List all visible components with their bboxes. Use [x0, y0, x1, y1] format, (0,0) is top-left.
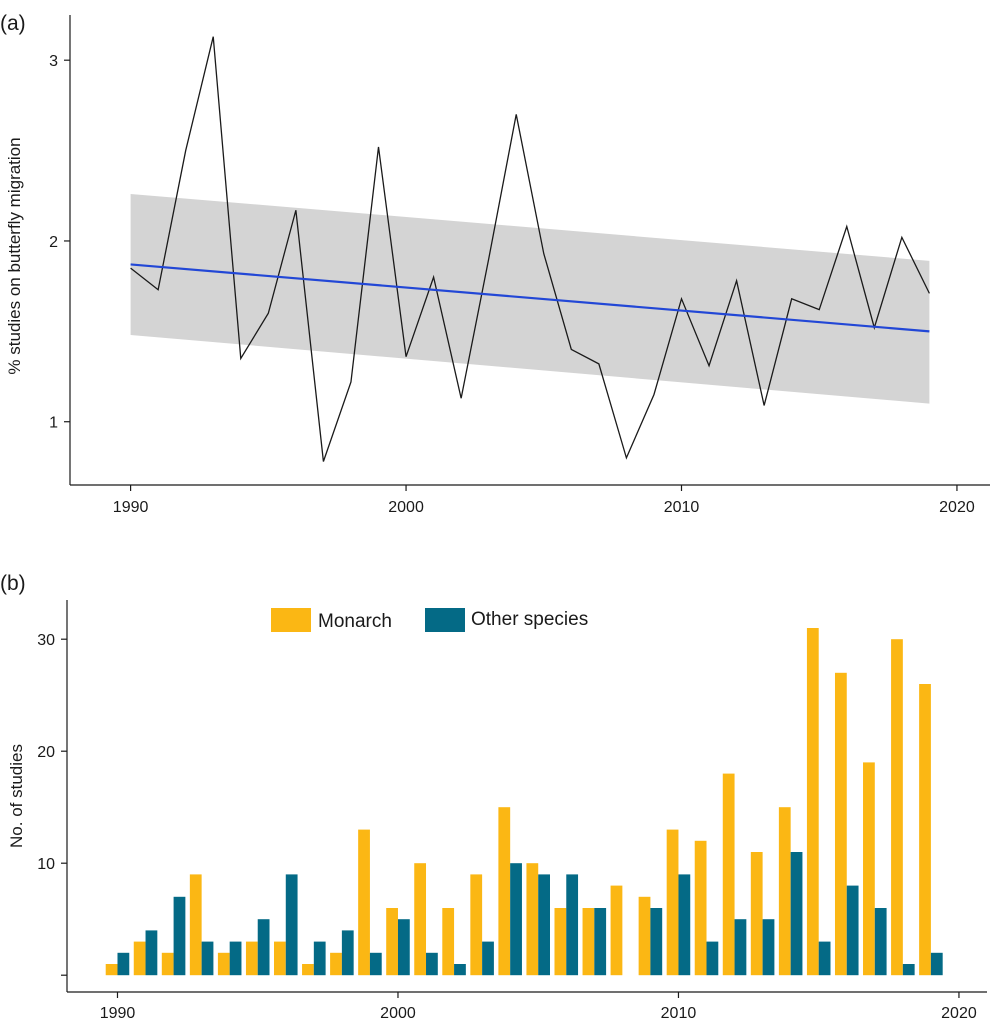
legend-label-monarch: Monarch — [318, 611, 392, 632]
bar-monarch-2009 — [638, 896, 651, 976]
bar-other-species-2019 — [930, 952, 943, 976]
bars-group — [105, 628, 943, 976]
bar-monarch-1999 — [358, 829, 370, 976]
y-tick-label: 3 — [49, 53, 58, 70]
bar-monarch-2003 — [470, 874, 483, 976]
panel-a-x-ticks: 1990 2000 2010 2020 — [113, 485, 975, 516]
bar-monarch-2012 — [722, 773, 735, 976]
legend-item-other-species: Other species — [425, 608, 588, 632]
bar-monarch-1990 — [105, 964, 118, 976]
bar-other-species-1996 — [285, 874, 298, 976]
bar-monarch-2000 — [386, 908, 398, 976]
bar-other-species-2014 — [790, 852, 803, 976]
x-tick-label: 1990 — [100, 1005, 136, 1022]
panel-a-y-ticks: 1 2 3 — [49, 53, 70, 432]
bar-monarch-2016 — [834, 672, 847, 976]
bar-other-species-2009 — [650, 908, 663, 976]
bar-other-species-2001 — [426, 952, 438, 976]
trend-line — [130, 263, 930, 333]
bar-monarch-2011 — [694, 840, 707, 976]
percent-line-group — [130, 36, 930, 462]
x-tick-label: 2020 — [939, 499, 975, 516]
bar-other-species-2004 — [510, 863, 522, 976]
bar-other-species-1992 — [173, 896, 186, 976]
panel-b-label: (b) — [0, 572, 26, 595]
bar-other-species-1993 — [201, 941, 214, 976]
bar-monarch-2004 — [498, 807, 511, 976]
bar-monarch-1997 — [302, 964, 314, 976]
panel-b-y-ticks: 10 20 30 — [37, 632, 67, 976]
x-tick-label: 2000 — [388, 499, 424, 516]
bar-monarch-1991 — [133, 941, 146, 976]
bar-other-species-2006 — [566, 874, 579, 976]
bar-monarch-2015 — [806, 628, 819, 976]
bar-monarch-2008 — [610, 885, 623, 976]
bar-other-species-2013 — [762, 919, 775, 976]
bar-other-species-1995 — [257, 919, 270, 976]
x-tick-label: 2010 — [664, 499, 700, 516]
bar-monarch-1996 — [274, 941, 286, 976]
bar-monarch-2010 — [666, 829, 679, 976]
x-tick-label: 2010 — [661, 1005, 697, 1022]
panel-a-label: (a) — [0, 12, 26, 35]
trend-line-group — [130, 263, 930, 333]
bar-other-species-2005 — [538, 874, 550, 976]
bar-other-species-2015 — [818, 941, 831, 976]
panel-b-y-axis-title: No. of studies — [7, 744, 26, 848]
bar-other-species-2011 — [706, 941, 719, 976]
bar-other-species-2000 — [397, 919, 410, 976]
bar-other-species-1994 — [229, 941, 242, 976]
bar-other-species-2018 — [902, 964, 915, 976]
bar-monarch-2006 — [554, 908, 567, 976]
y-tick-label: 10 — [37, 856, 55, 873]
bar-other-species-2010 — [678, 874, 691, 976]
bar-other-species-1999 — [369, 952, 382, 976]
panel-b-x-ticks: 1990 2000 2010 2020 — [100, 992, 977, 1022]
bar-monarch-2013 — [750, 852, 763, 976]
bar-monarch-2014 — [778, 807, 791, 976]
bar-other-species-1998 — [341, 930, 354, 976]
bar-other-species-2003 — [482, 941, 494, 976]
y-tick-label: 20 — [37, 744, 55, 761]
bar-monarch-2019 — [919, 684, 931, 976]
y-tick-label: 1 — [49, 415, 58, 432]
x-tick-label: 2020 — [941, 1005, 977, 1022]
panel-b-bar-chart: (b) No. of studies 1990 2000 2010 2020 10 20… — [0, 572, 987, 1022]
x-tick-label: 1990 — [113, 499, 149, 516]
bar-other-species-2012 — [734, 919, 747, 976]
percent-line — [130, 36, 930, 462]
y-tick-label: 2 — [49, 234, 58, 251]
bar-other-species-2017 — [874, 908, 887, 976]
bar-other-species-2002 — [454, 964, 466, 976]
panel-a-line-chart: (a) % studies on butterfly migration 199… — [0, 12, 990, 516]
bar-other-species-1997 — [313, 941, 326, 976]
bar-monarch-1992 — [161, 952, 174, 976]
legend: Monarch Other species — [271, 608, 588, 632]
legend-label-other-species: Other species — [471, 609, 588, 630]
bar-monarch-2001 — [414, 863, 427, 976]
bar-monarch-2002 — [442, 908, 455, 976]
panel-a-y-axis-title: % studies on butterfly migration — [5, 137, 24, 374]
x-tick-label: 2000 — [380, 1005, 416, 1022]
bar-monarch-2007 — [582, 908, 595, 976]
bar-other-species-2016 — [846, 885, 859, 976]
bar-monarch-1994 — [217, 952, 230, 976]
bar-monarch-1995 — [245, 941, 258, 976]
bar-monarch-2005 — [526, 863, 539, 976]
bar-other-species-1990 — [117, 952, 130, 976]
bar-monarch-1993 — [189, 874, 202, 976]
bar-monarch-1998 — [330, 952, 342, 976]
bar-monarch-2018 — [891, 639, 903, 976]
y-tick-label: 30 — [37, 632, 55, 649]
bar-other-species-1991 — [145, 930, 158, 976]
legend-swatch-monarch — [271, 608, 311, 632]
bar-other-species-2007 — [594, 908, 607, 976]
legend-item-monarch: Monarch — [271, 608, 392, 632]
legend-swatch-other-species — [425, 608, 465, 632]
bar-monarch-2017 — [863, 762, 875, 976]
